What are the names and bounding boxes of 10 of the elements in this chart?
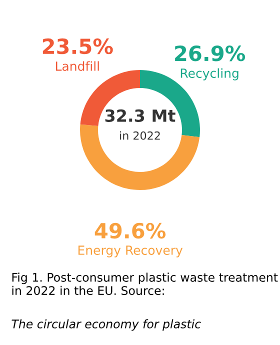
data-label: 23.5% <box>42 38 113 54</box>
slice-label: Recycling <box>180 68 238 80</box>
slice-label: Energy Recovery <box>78 246 183 258</box>
caption: Fig 1. Post-consumer plastic waste treatment in 2022 in the EU. Source: <box>12 272 278 296</box>
text: in 2022 <box>120 131 160 140</box>
text: The circular economy for plastic <box>12 319 201 331</box>
data-label: 49.6% <box>94 222 166 239</box>
text: 32.3 Mt <box>105 109 176 122</box>
data-label: 26.9% <box>175 45 246 62</box>
slice-label: Landfill <box>56 61 99 71</box>
